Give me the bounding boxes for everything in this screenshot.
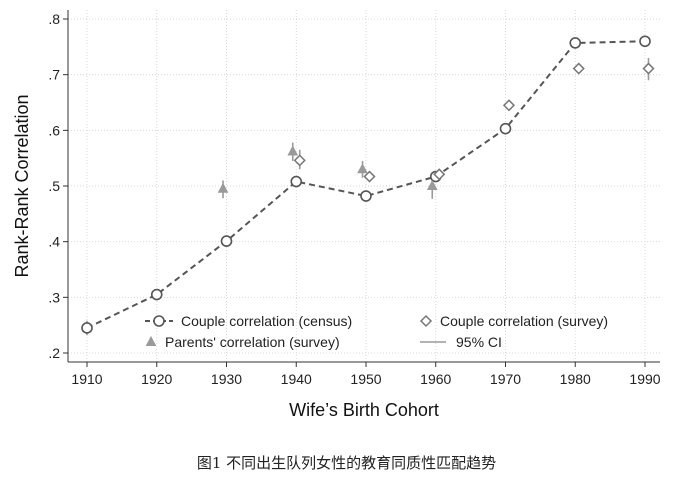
legend-marker [419, 314, 433, 328]
data-point [426, 179, 438, 190]
data-point [287, 145, 299, 156]
x-tick-label: 1910 [71, 371, 102, 387]
data-point [572, 62, 585, 75]
legend-marker [145, 335, 157, 346]
y-tick-label: .6 [48, 122, 60, 138]
y-tick-label: .8 [48, 11, 60, 27]
data-point [290, 175, 303, 188]
legend-label: 95% CI [456, 334, 502, 350]
series-markers [81, 35, 655, 334]
legend: Couple correlation (census) Couple correl… [145, 313, 608, 350]
legend-item: Couple correlation (census) [145, 313, 352, 329]
y-tick-label: .7 [48, 67, 60, 83]
data-point [293, 154, 306, 167]
x-tick-label: 1950 [350, 371, 381, 387]
data-point [569, 37, 582, 49]
x-tick-label: 1970 [490, 371, 521, 387]
grid [68, 10, 660, 362]
data-point [81, 322, 93, 334]
legend-label: Couple correlation (survey) [440, 313, 608, 329]
y-tick-label: .3 [48, 289, 60, 305]
legend-item: Parents' correlation (survey) [145, 334, 340, 350]
y-tick-label: .4 [48, 234, 60, 250]
x-tick-label: 1920 [141, 371, 172, 387]
x-axis-title: Wife’s Birth Cohort [289, 400, 439, 420]
legend-item: 95% CI [420, 334, 502, 350]
data-point [363, 170, 376, 183]
axes: 1910 1920 1930 1940 1950 1960 1970 1980 1990 .2 .3… [48, 10, 661, 387]
x-tick-label: 1960 [420, 371, 451, 387]
data-point [150, 288, 163, 301]
x-tick-label: 1940 [281, 371, 312, 387]
rank-correlation-chart: 1910 1920 1930 1940 1950 1960 1970 1980 1990 .2 .3… [12, 10, 661, 420]
data-point [499, 122, 512, 135]
data-point [433, 168, 446, 181]
figure-caption: 图1 不同出生队列女性的教育同质性匹配趋势 [196, 454, 497, 472]
x-tick-label: 1930 [211, 371, 242, 387]
legend-label: Parents' correlation (survey) [165, 334, 340, 350]
data-point [502, 99, 516, 112]
legend-label: Couple correlation (census) [181, 313, 352, 329]
data-point [217, 182, 229, 193]
data-point [360, 190, 372, 202]
legend-marker [153, 315, 165, 327]
x-tick-label: 1990 [629, 371, 660, 387]
y-tick-label: .2 [48, 345, 60, 361]
data-point [639, 35, 651, 48]
y-axis-title: Rank-Rank Correlation [12, 94, 32, 277]
data-point [642, 62, 655, 75]
x-tick-label: 1980 [560, 371, 591, 387]
data-point [220, 235, 233, 247]
legend-item: Couple correlation (survey) [419, 313, 608, 329]
y-tick-label: .5 [48, 178, 60, 194]
data-point [357, 163, 368, 174]
